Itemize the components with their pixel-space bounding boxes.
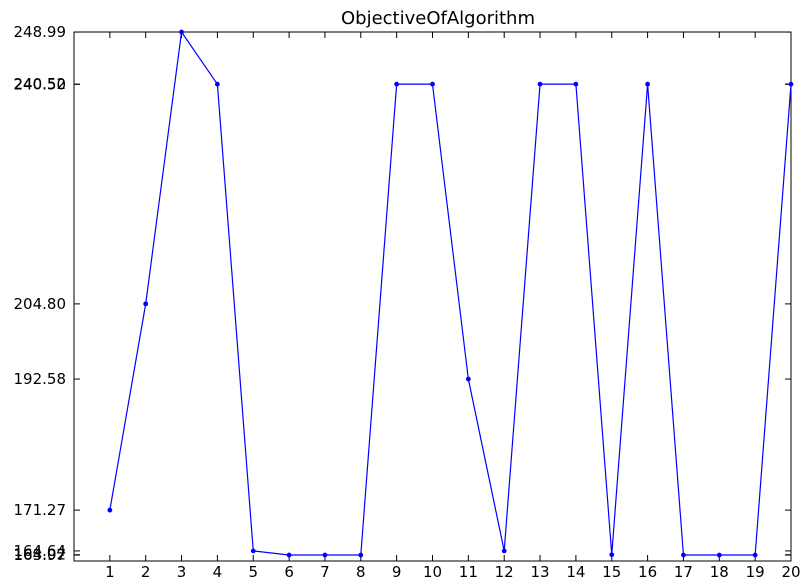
y-tick-label: 171.27: [14, 501, 67, 519]
y-tick-label: 164.64: [14, 542, 67, 560]
data-point: [322, 552, 328, 558]
x-tick-label: 11: [459, 563, 478, 581]
x-tick-label: 20: [781, 563, 800, 581]
data-point: [609, 552, 615, 558]
data-point: [501, 548, 507, 554]
x-tick-label: 6: [284, 563, 294, 581]
x-tick-label: 15: [602, 563, 621, 581]
x-tick-label: 17: [674, 563, 693, 581]
data-point: [250, 548, 256, 554]
x-tick-label: 3: [177, 563, 187, 581]
data-point: [179, 29, 184, 35]
x-tick-label: 19: [746, 563, 765, 581]
data-point: [537, 81, 543, 87]
x-tick-label: 2: [141, 563, 151, 581]
data-point: [645, 81, 650, 87]
x-tick-label: 4: [213, 563, 223, 581]
data-point: [681, 552, 686, 558]
y-tick-label: 240.52: [14, 75, 67, 93]
data-point: [465, 376, 471, 382]
x-tick-label: 12: [495, 563, 514, 581]
data-point: [394, 81, 400, 87]
x-tick-label: 5: [248, 563, 258, 581]
x-tick-label: 1: [105, 563, 115, 581]
x-tick-label: 16: [638, 563, 657, 581]
data-point: [752, 552, 758, 558]
plot-frame: [73, 31, 792, 562]
data-point: [716, 552, 722, 558]
data-point: [107, 507, 113, 513]
y-tick-label: 163.97: [14, 546, 67, 564]
y-tick-label: 240.50: [14, 75, 67, 93]
y-tick-label: 248.99: [14, 23, 67, 41]
y-tick-label: 204.80: [14, 295, 67, 313]
x-tick-label: 13: [531, 563, 550, 581]
plot-area: 1 2 3 4 5 6 7 8 9 10 11 12 13 14 15 16 17 18 19 20163.97164…: [14, 23, 801, 581]
x-tick-label: 18: [710, 563, 729, 581]
y-tick-label: 192.58: [14, 370, 67, 388]
data-point: [286, 552, 292, 558]
data-point: [143, 301, 149, 307]
series-line: [109, 30, 792, 556]
x-tick-label: 7: [320, 563, 330, 581]
data-point: [358, 552, 364, 558]
data-point: [215, 81, 220, 87]
data-point: [788, 81, 794, 87]
chart-title: ObjectiveOfAlgorithm: [341, 8, 535, 29]
x-tick-label: 14: [566, 563, 585, 581]
x-tick-label: 10: [423, 563, 442, 581]
data-point: [573, 81, 579, 87]
x-tick-label: 9: [392, 563, 402, 581]
data-point: [430, 81, 435, 87]
y-tick-label: 164.02: [14, 546, 67, 564]
x-tick-label: 8: [356, 563, 366, 581]
